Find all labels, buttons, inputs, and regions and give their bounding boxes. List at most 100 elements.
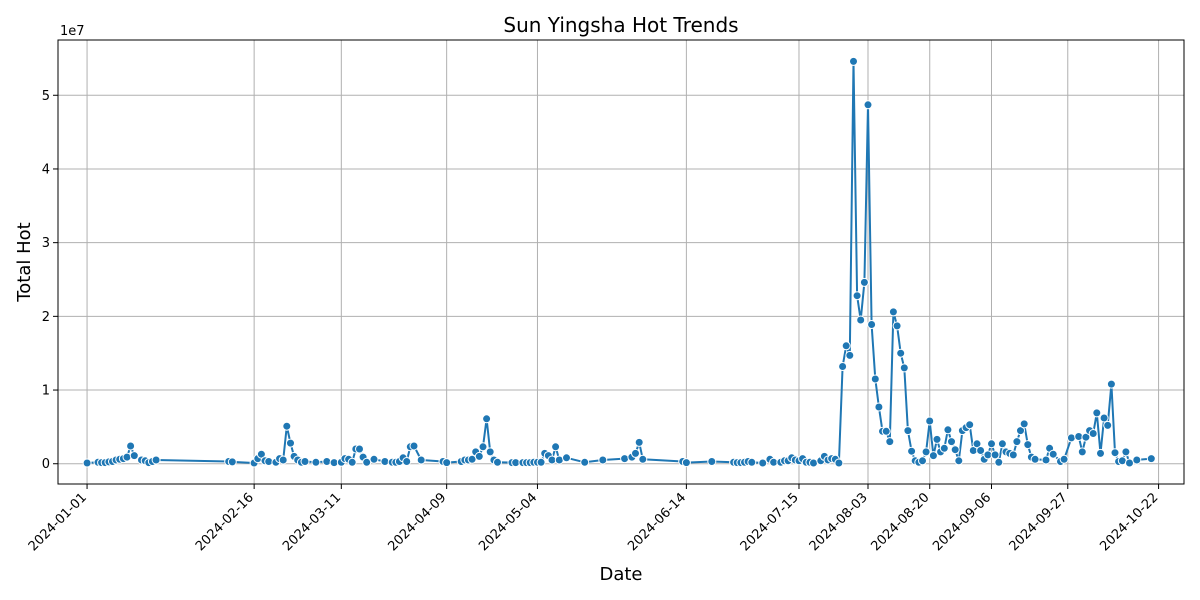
y-tick-label: 1: [42, 384, 50, 399]
data-point: [278, 455, 288, 465]
y-axis-label: Total Hot: [14, 222, 35, 302]
data-point: [362, 457, 372, 467]
data-point: [485, 447, 495, 457]
data-point: [1016, 426, 1025, 436]
data-point: [885, 437, 895, 447]
data-point: [987, 439, 996, 449]
data-point: [598, 455, 608, 465]
data-point: [380, 457, 390, 466]
data-point: [369, 454, 379, 464]
data-point: [939, 443, 949, 453]
data-point: [227, 457, 237, 467]
y-axis-scale-label: 1e7: [60, 24, 85, 39]
data-point: [1096, 448, 1105, 458]
data-point: [478, 442, 488, 452]
data-point: [707, 457, 717, 466]
data-point: [1059, 454, 1069, 464]
data-point: [1121, 447, 1131, 457]
data-point: [943, 425, 953, 435]
data-point: [282, 421, 292, 431]
data-point: [849, 56, 858, 66]
data-point: [859, 277, 869, 287]
data-point: [834, 458, 844, 468]
data-point: [474, 451, 484, 461]
data-point: [994, 457, 1004, 467]
data-point: [838, 362, 848, 371]
data-point: [347, 457, 357, 467]
data-point: [870, 374, 880, 384]
data-point: [888, 307, 898, 317]
data-point: [482, 414, 492, 424]
data-point: [921, 447, 931, 457]
data-point: [631, 448, 640, 458]
data-point: [442, 458, 452, 468]
data-point: [1008, 450, 1018, 460]
data-point: [1106, 379, 1116, 389]
data-point: [1132, 455, 1142, 465]
y-axis-ticks: 0 1 2 3 4 5: [42, 89, 58, 472]
data-point: [841, 341, 851, 351]
data-point: [874, 402, 884, 412]
data-point: [1092, 408, 1102, 418]
data-point: [747, 457, 757, 467]
data-point: [907, 446, 917, 456]
data-point: [562, 453, 571, 463]
y-tick-label: 0: [42, 457, 50, 472]
data-point: [1077, 447, 1087, 457]
data-point: [903, 426, 913, 436]
data-point: [990, 450, 1000, 460]
data-point: [892, 321, 902, 331]
data-point: [997, 439, 1007, 449]
data-point: [856, 315, 866, 325]
data-point: [899, 363, 909, 373]
data-point: [925, 416, 935, 426]
data-point: [758, 458, 768, 468]
data-point: [634, 437, 644, 447]
data-point: [976, 446, 986, 455]
data-point: [402, 457, 412, 466]
data-point: [950, 445, 960, 455]
data-point: [355, 444, 364, 454]
y-tick-label: 2: [42, 310, 50, 325]
data-point: [151, 455, 161, 465]
data-point: [409, 441, 419, 451]
data-point: [881, 426, 891, 436]
data-point: [126, 441, 136, 451]
data-point: [1110, 448, 1120, 458]
data-point: [918, 456, 927, 466]
data-point: [122, 452, 132, 462]
data-point: [580, 457, 590, 467]
data-point: [1088, 429, 1098, 438]
chart-title: Sun Yingsha Hot Trends: [503, 13, 738, 37]
data-point: [867, 320, 877, 329]
data-point: [1030, 454, 1040, 464]
series-layer: [82, 56, 1156, 468]
data-point: [416, 455, 426, 465]
data-point: [1023, 440, 1033, 450]
data-point: [620, 454, 630, 464]
data-point: [1125, 458, 1134, 468]
x-axis-label: Date: [599, 564, 642, 585]
data-point: [947, 437, 956, 447]
data-point: [1048, 449, 1058, 459]
data-point: [300, 457, 310, 466]
data-point: [1081, 432, 1091, 442]
data-point: [1103, 420, 1113, 430]
data-point: [129, 451, 139, 461]
plot-frame: [57, 39, 1185, 485]
data-point: [322, 457, 332, 466]
data-point: [863, 100, 873, 110]
data-point: [82, 458, 92, 468]
data-point: [493, 457, 502, 467]
data-point: [1019, 419, 1029, 429]
data-point: [954, 456, 964, 466]
data-point: [638, 454, 648, 464]
data-point: [681, 458, 691, 468]
data-point: [932, 434, 942, 444]
data-point: [536, 457, 546, 467]
data-point: [551, 442, 561, 452]
data-point: [1041, 455, 1051, 465]
data-point: [1099, 413, 1109, 423]
data-point: [896, 348, 906, 358]
